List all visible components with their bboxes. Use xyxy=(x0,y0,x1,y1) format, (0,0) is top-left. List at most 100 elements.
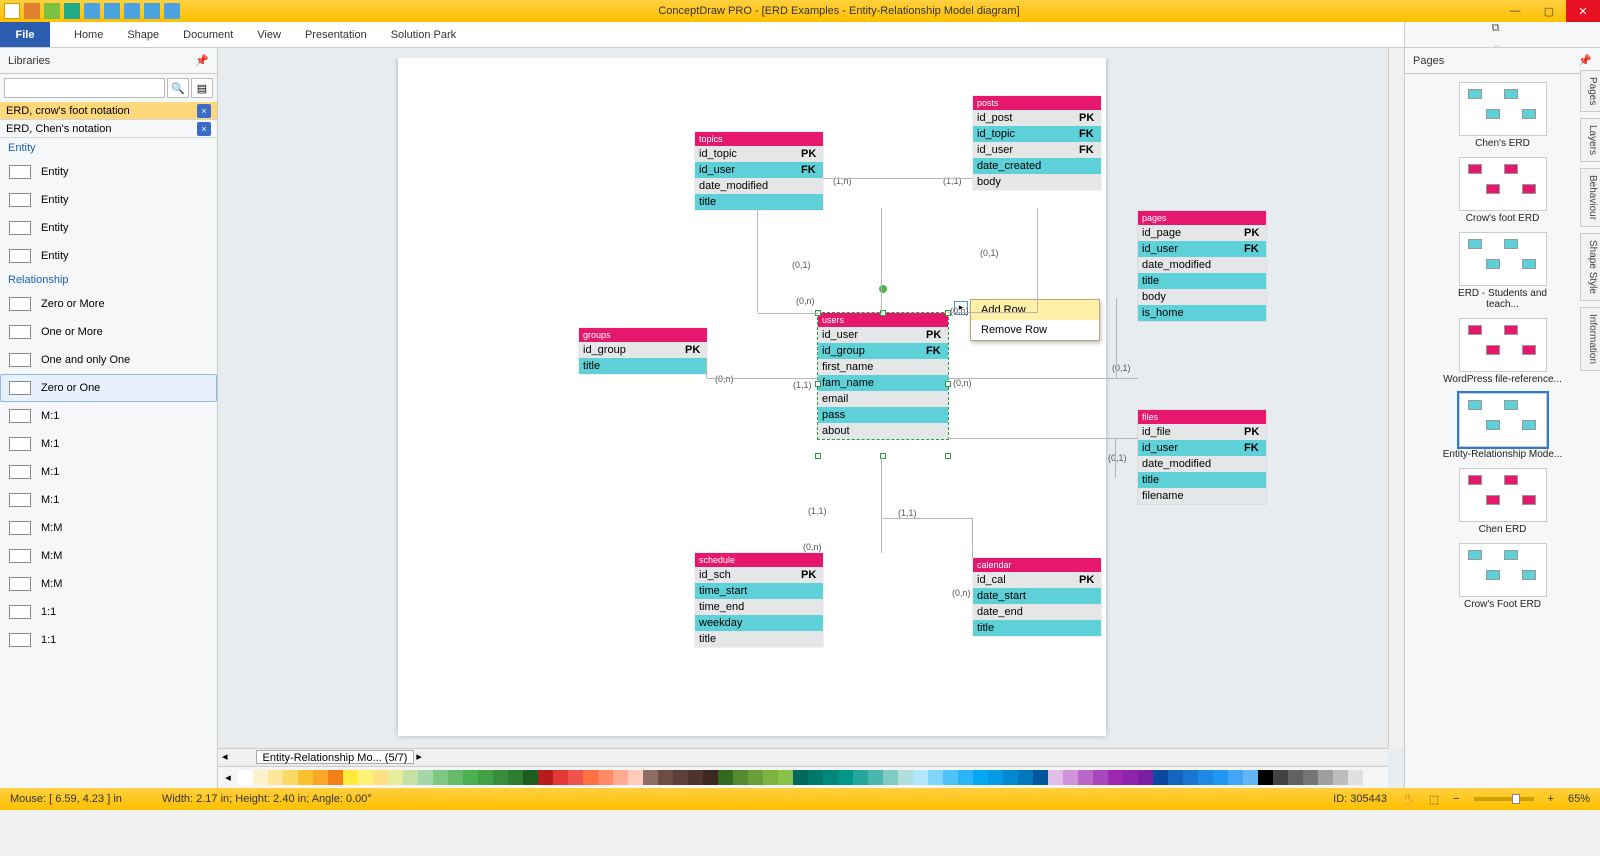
erd-table[interactable]: topicsid_topicPKid_userFKdate_modifiedti… xyxy=(695,132,823,210)
qat-icon[interactable] xyxy=(144,3,160,19)
erd-table[interactable]: postsid_postPKid_topicFKid_userFKdate_cr… xyxy=(973,96,1101,190)
library-item[interactable]: M:M xyxy=(0,542,217,570)
color-swatch[interactable] xyxy=(718,770,733,785)
color-swatch[interactable] xyxy=(478,770,493,785)
color-swatch[interactable] xyxy=(748,770,763,785)
erd-table[interactable]: pagesid_pagePKid_userFKdate_modifiedtitl… xyxy=(1138,211,1266,321)
library-item[interactable]: M:1 xyxy=(0,430,217,458)
color-swatch[interactable] xyxy=(973,770,988,785)
horizontal-scrollbar[interactable]: ◂ Entity-Relationship Mo... (5/7) ▸ xyxy=(218,748,1388,764)
library-item[interactable]: M:M xyxy=(0,570,217,598)
erd-table[interactable]: usersid_userPKid_groupFKfirst_namefam_na… xyxy=(818,313,948,439)
color-swatch[interactable] xyxy=(1153,770,1168,785)
drawing-page[interactable]: topicsid_topicPKid_userFKdate_modifiedti… xyxy=(398,58,1106,736)
library-item[interactable]: M:1 xyxy=(0,402,217,430)
library-item[interactable]: Entity xyxy=(0,214,217,242)
library-item[interactable]: Zero or One xyxy=(0,374,217,402)
color-swatch[interactable] xyxy=(1048,770,1063,785)
color-swatch[interactable] xyxy=(1243,770,1258,785)
color-swatch[interactable] xyxy=(763,770,778,785)
library-item[interactable]: Zero or More xyxy=(0,290,217,318)
color-swatch[interactable] xyxy=(643,770,658,785)
page-thumbnail[interactable] xyxy=(1459,82,1547,136)
color-swatch[interactable] xyxy=(538,770,553,785)
color-swatch[interactable] xyxy=(1063,770,1078,785)
dock-tab[interactable]: Information xyxy=(1580,307,1600,371)
qat-icon[interactable] xyxy=(44,3,60,19)
color-swatch[interactable] xyxy=(838,770,853,785)
color-swatch[interactable] xyxy=(358,770,373,785)
color-swatch[interactable] xyxy=(1333,770,1348,785)
color-swatch[interactable] xyxy=(1318,770,1333,785)
color-swatch[interactable] xyxy=(1288,770,1303,785)
library-search-input[interactable] xyxy=(4,78,165,98)
color-swatch[interactable] xyxy=(583,770,598,785)
color-swatch[interactable] xyxy=(568,770,583,785)
color-swatch[interactable] xyxy=(283,770,298,785)
menu-tab[interactable]: Solution Park xyxy=(391,29,456,41)
color-swatch[interactable] xyxy=(328,770,343,785)
color-swatch[interactable] xyxy=(898,770,913,785)
qat-icon[interactable] xyxy=(24,3,40,19)
menu-tab[interactable]: Presentation xyxy=(305,29,367,41)
color-swatch[interactable] xyxy=(1168,770,1183,785)
color-swatch[interactable] xyxy=(733,770,748,785)
menu-tab[interactable]: View xyxy=(257,29,281,41)
zoom-out-button[interactable]: − xyxy=(1453,793,1459,805)
color-swatch[interactable] xyxy=(1258,770,1273,785)
library-item[interactable]: Entity xyxy=(0,158,217,186)
color-swatch[interactable] xyxy=(868,770,883,785)
dock-tab[interactable]: Layers xyxy=(1580,118,1600,162)
close-button[interactable]: ✕ xyxy=(1566,0,1600,22)
color-swatch[interactable] xyxy=(508,770,523,785)
library-chip[interactable]: ERD, crow's foot notation× xyxy=(0,102,217,120)
color-swatch[interactable] xyxy=(598,770,613,785)
color-swatch[interactable] xyxy=(658,770,673,785)
page-thumbnail[interactable] xyxy=(1459,232,1547,286)
menu-tab[interactable]: Shape xyxy=(127,29,159,41)
library-item[interactable]: Entity xyxy=(0,186,217,214)
color-swatch[interactable] xyxy=(1093,770,1108,785)
page-tab[interactable]: Entity-Relationship Mo... (5/7) xyxy=(256,750,415,764)
menu-tab[interactable]: Home xyxy=(74,29,103,41)
context-menu-item[interactable]: Remove Row xyxy=(971,320,1099,340)
color-swatch[interactable] xyxy=(388,770,403,785)
selection-handle[interactable] xyxy=(945,381,951,387)
color-swatch[interactable] xyxy=(493,770,508,785)
color-swatch[interactable] xyxy=(1033,770,1048,785)
color-swatch[interactable] xyxy=(343,770,358,785)
erd-table[interactable]: scheduleid_schPKtime_starttime_endweekda… xyxy=(695,553,823,647)
library-item[interactable]: M:1 xyxy=(0,458,217,486)
color-swatch[interactable] xyxy=(418,770,433,785)
menu-icon[interactable]: ⧉ xyxy=(1492,22,1500,35)
color-swatch[interactable] xyxy=(238,770,253,785)
qat-icon[interactable] xyxy=(84,3,100,19)
color-swatch[interactable] xyxy=(253,770,268,785)
erd-table[interactable]: calendarid_calPKdate_startdate_endtitle xyxy=(973,558,1101,636)
color-swatch[interactable] xyxy=(403,770,418,785)
color-swatch[interactable] xyxy=(433,770,448,785)
zoom-in-button[interactable]: + xyxy=(1548,793,1554,805)
erd-table[interactable]: groupsid_groupPKtitle xyxy=(579,328,707,374)
color-swatch[interactable] xyxy=(778,770,793,785)
color-swatch[interactable] xyxy=(988,770,1003,785)
selection-handle[interactable] xyxy=(945,453,951,459)
menu-tab[interactable]: Document xyxy=(183,29,233,41)
color-swatch[interactable] xyxy=(1273,770,1288,785)
color-swatch[interactable] xyxy=(463,770,478,785)
library-item[interactable]: One and only One xyxy=(0,346,217,374)
maximize-button[interactable]: ▢ xyxy=(1532,0,1566,22)
dock-tab[interactable]: Behaviour xyxy=(1580,168,1600,227)
color-swatch[interactable] xyxy=(1213,770,1228,785)
color-swatch[interactable] xyxy=(943,770,958,785)
dock-tab[interactable]: Pages xyxy=(1580,70,1600,112)
context-menu-item[interactable]: Add Row xyxy=(971,300,1099,320)
vertical-scrollbar[interactable] xyxy=(1388,48,1404,748)
color-swatch[interactable] xyxy=(793,770,808,785)
page-thumbnail[interactable] xyxy=(1459,468,1547,522)
color-swatch[interactable] xyxy=(808,770,823,785)
color-swatch[interactable] xyxy=(673,770,688,785)
minimize-button[interactable]: — xyxy=(1498,0,1532,22)
color-swatch[interactable] xyxy=(928,770,943,785)
color-swatch[interactable] xyxy=(1183,770,1198,785)
